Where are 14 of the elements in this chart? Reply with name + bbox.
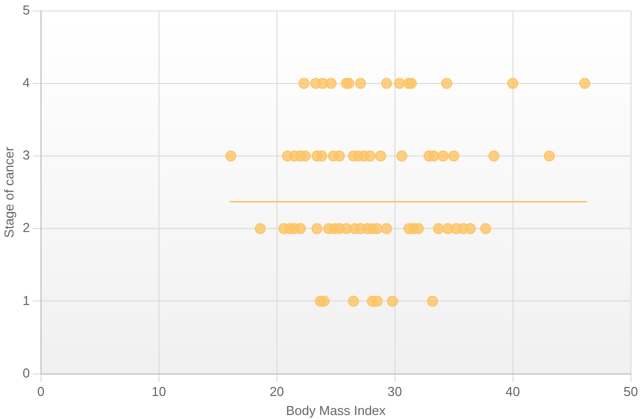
x-tick-label: 30 bbox=[388, 384, 402, 400]
y-tick-label: 3 bbox=[22, 148, 30, 163]
y-tick-label: 2 bbox=[22, 220, 30, 236]
y-tick-label: 5 bbox=[22, 2, 30, 18]
x-tick-label: 40 bbox=[506, 384, 520, 400]
x-tick-label: 10 bbox=[152, 384, 166, 400]
y-tick-label: 4 bbox=[22, 74, 30, 90]
x-tick-label: 0 bbox=[37, 384, 44, 400]
y-tick-label: 0 bbox=[22, 365, 30, 380]
x-tick-label: 50 bbox=[624, 384, 638, 400]
y-axis-title: Stage of cancer bbox=[1, 146, 16, 238]
x-tick-label: 20 bbox=[270, 384, 284, 400]
y-tick-label: 1 bbox=[22, 292, 30, 308]
x-axis-title: Body Mass Index bbox=[286, 402, 386, 418]
